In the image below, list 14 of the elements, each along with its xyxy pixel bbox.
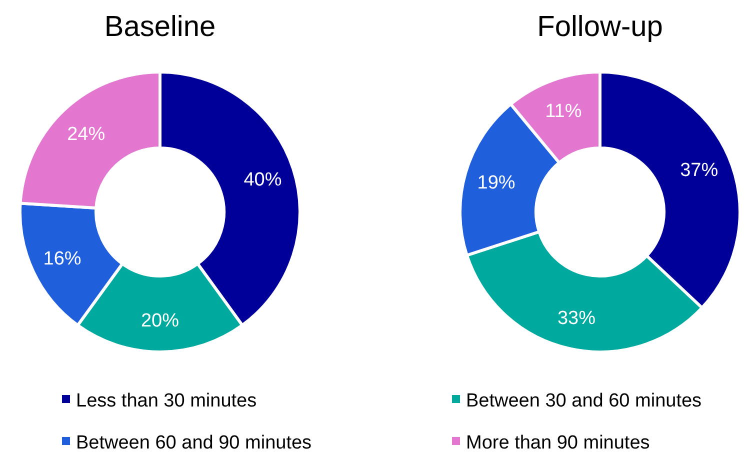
chart-title: Baseline xyxy=(104,11,216,43)
legend-label: Between 30 and 60 minutes xyxy=(466,390,702,412)
data-label: 20% xyxy=(140,310,180,332)
data-label: 24% xyxy=(67,124,106,145)
legend-label: Between 60 and 90 minutes xyxy=(76,432,312,454)
data-label: 40% xyxy=(244,169,282,190)
data-label: 37% xyxy=(680,160,718,181)
data-label: 11% xyxy=(545,101,582,122)
legend-label: Less than 30 minutes xyxy=(76,390,257,412)
legend-label: More than 90 minutes xyxy=(466,432,650,454)
chart-title: Follow-up xyxy=(537,11,663,43)
data-label: 16% xyxy=(43,248,82,270)
data-label: 33% xyxy=(557,308,596,330)
data-label: 19% xyxy=(477,172,516,194)
